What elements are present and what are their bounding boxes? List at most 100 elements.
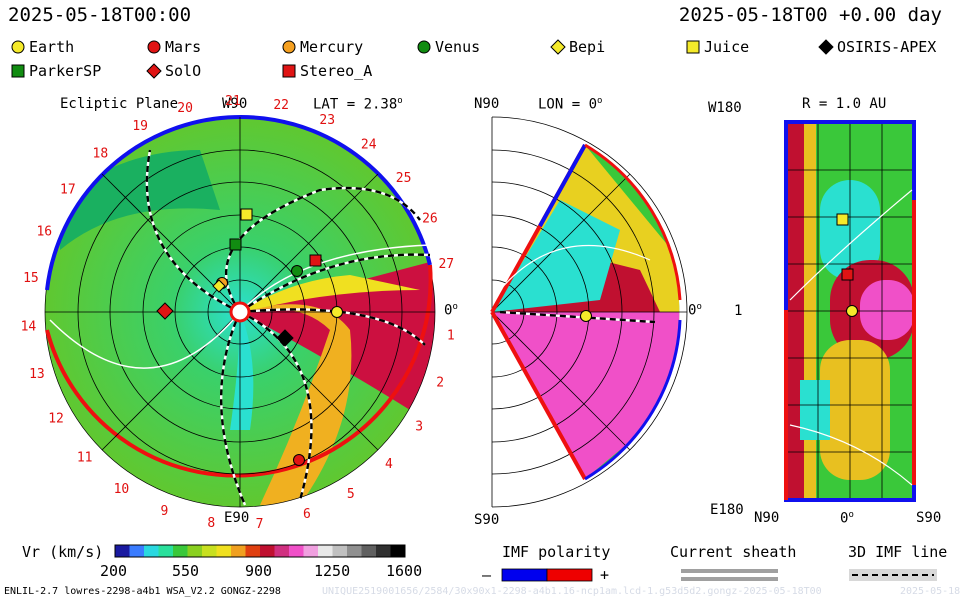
legend-item-mars: Mars [146, 38, 201, 56]
colorbar-segment [289, 545, 304, 557]
legend-label: Bepi [569, 38, 606, 56]
ecliptic-title: Ecliptic Plane [60, 96, 179, 112]
meridional-top-label: N90 [474, 96, 500, 112]
carrington-number: 3 [415, 419, 423, 434]
imf-polarity-label: IMF polarity [502, 543, 611, 561]
carrington-number: 21 [225, 94, 241, 109]
imf-line-label: 3D IMF line [848, 543, 948, 561]
map-juice-marker [836, 213, 849, 226]
carrington-number: 24 [361, 138, 377, 153]
carrington-number: 1 [447, 329, 455, 344]
colorbar-tick-200: 200 [100, 562, 128, 580]
ecliptic-earth-marker [331, 306, 343, 318]
carrington-number: 16 [36, 225, 52, 240]
map-title: R = 1.0 AU [802, 96, 887, 112]
carrington-number: 23 [319, 113, 335, 128]
legend-item-osiris-apex: OSIRIS-APEX [818, 38, 936, 56]
colorbar-segment [115, 545, 130, 557]
current-sheath-symbol-bottom [681, 577, 778, 581]
legend-label: OSIRIS-APEX [837, 38, 937, 56]
carrington-number: 2 [436, 376, 444, 391]
ecliptic-bottom-label: E90 [224, 510, 250, 526]
current-sheath-symbol-top [681, 569, 778, 573]
meridional-bottom-label: S90 [474, 512, 500, 528]
carrington-number: 11 [77, 450, 93, 465]
sun-marker [229, 301, 251, 323]
map-current-sheet-upper [789, 189, 913, 301]
map-stereoa-marker [841, 268, 854, 281]
colorbar-segment [158, 545, 174, 557]
ecliptic-osiris-marker [276, 329, 294, 347]
map-bottom-left-label: E180 [710, 502, 744, 518]
colorbar-segment [187, 545, 203, 557]
colorbar-segment [361, 545, 377, 557]
colorbar-segment [376, 545, 391, 557]
imf-polarity-positive [546, 568, 593, 582]
colorbar-frame [114, 544, 406, 558]
meridional-earth-marker [580, 310, 592, 322]
carrington-number: 25 [396, 171, 412, 186]
map-x-label-0: 0o [840, 510, 854, 527]
meridional-arc-red [584, 143, 682, 301]
map-x-label-s90: S90 [916, 510, 942, 526]
legend-label: Venus [435, 38, 481, 56]
colorbar-segment [144, 545, 159, 557]
datetime-right: 2025-05-18T00 +0.00 day [678, 4, 942, 26]
legend-label: Mercury [300, 38, 364, 56]
ecliptic-lat-label: LAT = 2.38o [313, 96, 403, 113]
datetime-left: 2025-05-18T00:00 [8, 4, 192, 26]
meridional-edge-bottom [490, 311, 587, 480]
ecliptic-bepi-marker [212, 279, 226, 293]
colorbar-tick-900: 900 [245, 562, 273, 580]
colorbar-segment [231, 545, 246, 557]
legend-label: Stereo_A [300, 62, 373, 80]
ecliptic-polarity-neg [45, 115, 432, 291]
ecliptic-mars-marker [293, 454, 305, 466]
legend-square-icon [686, 40, 700, 54]
colorbar-tick-1250: 1250 [314, 562, 351, 580]
ecliptic-juice-marker [240, 208, 253, 221]
legend-item-solo: SolO [146, 62, 201, 80]
carrington-number: 26 [422, 212, 438, 227]
ecliptic-bodies [156, 208, 343, 466]
ecliptic-top-label: W90 [222, 96, 248, 112]
ecliptic-stereoa-marker [309, 254, 322, 267]
meridional-edge-top-blue [538, 144, 587, 227]
colorbar-segment [274, 545, 290, 557]
carrington-number: 14 [21, 319, 37, 334]
legend-label: Juice [704, 38, 750, 56]
legend-item-stereo-a: Stereo_A [281, 62, 372, 80]
legend-label: Mars [165, 38, 202, 56]
carrington-number: 17 [60, 182, 76, 197]
map-current-sheet-lower [789, 424, 913, 486]
map-top-left-label: W180 [708, 100, 742, 116]
legend-item-venus: Venus [416, 38, 480, 56]
imf-polarity-plus: + [600, 566, 610, 584]
map-earth-marker [846, 305, 858, 317]
carrington-number: 8 [207, 516, 215, 531]
current-sheath-label: Current sheath [670, 543, 797, 561]
colorbar-segment [245, 545, 261, 557]
ecliptic-imf-lines [145, 149, 431, 506]
colorbar-segment [260, 545, 275, 557]
carrington-number: 19 [132, 119, 148, 134]
meridional-lon-label: LON = 0o [538, 96, 603, 113]
legend-item-bepi: Bepi [550, 38, 605, 56]
legend-diamond-icon [146, 63, 162, 79]
carrington-number: 13 [29, 367, 45, 382]
map-x-label-n90: N90 [754, 510, 780, 526]
map-mid-label: 1 [734, 303, 743, 319]
ecliptic-solo-marker [156, 302, 174, 320]
carrington-number: 20 [177, 101, 193, 116]
meridional-arc-blue [584, 319, 682, 481]
colorbar-segment [390, 545, 406, 557]
legend-label: Earth [29, 38, 75, 56]
colorbar-label: Vr (km/s) [22, 543, 104, 561]
carrington-number: 7 [256, 517, 264, 532]
carrington-number: 22 [273, 98, 289, 113]
carrington-number: 10 [114, 482, 130, 497]
legend-circle-icon [282, 40, 296, 54]
colorbar-gradient [115, 545, 406, 557]
legend-item-earth: Earth [10, 38, 74, 56]
